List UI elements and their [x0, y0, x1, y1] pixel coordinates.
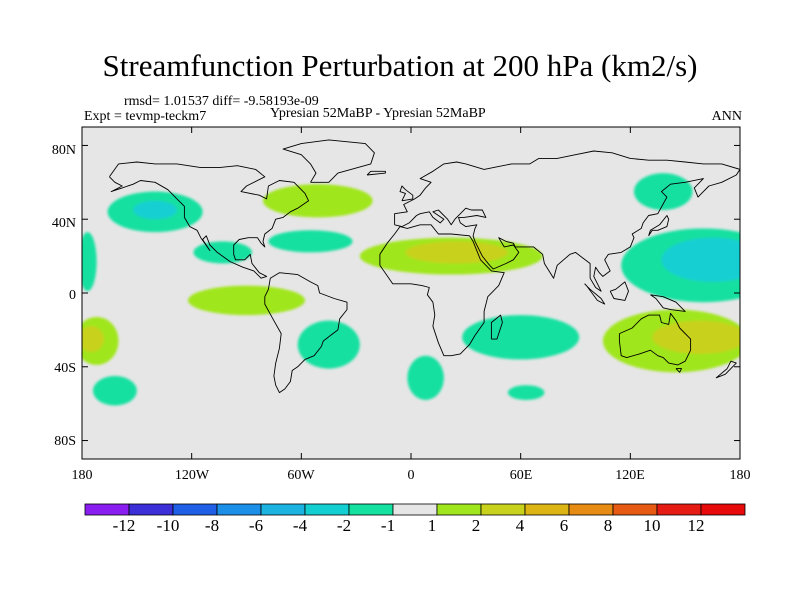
colorbar-label: -6	[248, 516, 264, 535]
negative-anomaly	[82, 232, 97, 292]
colorbar-label: -8	[204, 516, 220, 535]
negative-anomaly	[297, 320, 360, 369]
positive-anomaly	[262, 184, 373, 218]
coastlines	[109, 139, 740, 394]
colorbar-swatch	[524, 503, 570, 516]
coastline	[264, 272, 348, 394]
lat-tick-80s: 80S	[54, 434, 76, 449]
coastline	[584, 283, 606, 305]
colorbar-swatch	[392, 503, 438, 516]
colorbar-swatch	[128, 503, 174, 516]
experiment-label: Expt = tevmp-teckm7	[84, 109, 207, 124]
coastline	[399, 185, 414, 202]
colorbar-swatch	[436, 503, 482, 516]
coastline	[618, 312, 692, 366]
colorbar-label: -12	[112, 516, 136, 535]
lon-tick-60e: 60E	[509, 468, 533, 483]
coastline	[109, 161, 310, 279]
coastline	[366, 170, 386, 176]
coastline	[282, 139, 375, 183]
colorbar-swatch	[304, 503, 350, 516]
colorbar-label: 10	[643, 516, 661, 535]
lon-tick-180e: 180	[729, 468, 751, 483]
colorbar-swatch	[216, 503, 262, 516]
colorbar-label: 4	[515, 516, 525, 535]
negative-anomaly	[633, 173, 693, 210]
colorbar-swatch	[568, 503, 614, 516]
negative-anomaly	[92, 376, 137, 406]
colorbar-swatch	[84, 503, 130, 516]
anomaly-contours	[82, 173, 740, 406]
negative-anomaly	[462, 315, 580, 360]
lat-tick-80n: 80N	[51, 143, 76, 158]
colorbar-label: 2	[471, 516, 481, 535]
coastline	[648, 215, 670, 237]
colorbar-label: -1	[380, 516, 396, 535]
lon-tick-60w: 60W	[287, 468, 315, 483]
negative-anomaly	[407, 355, 444, 400]
comparison-label: Ypresian 52MaBP - Ypresian 52MaBP	[270, 106, 486, 121]
colorbar-label: -2	[336, 516, 352, 535]
colorbar-swatch	[480, 503, 526, 516]
colorbar-swatch	[348, 503, 394, 516]
season-label: ANN	[711, 109, 742, 124]
coastline	[490, 314, 503, 340]
colorbar-swatch	[172, 503, 218, 516]
coastline	[675, 368, 682, 373]
coastline	[379, 224, 505, 357]
coastline	[609, 281, 629, 301]
positive-anomaly	[652, 320, 740, 354]
stats-text: rmsd= 1.01537 diff= -9.58193e-09	[124, 94, 319, 109]
axis-ticks	[81, 127, 741, 459]
coastline	[715, 360, 737, 379]
lon-tick-120w: 120W	[174, 468, 210, 483]
colorbar-label: 1	[427, 516, 437, 535]
colorbar	[84, 503, 746, 516]
map-background	[82, 127, 740, 459]
negative-anomaly	[661, 237, 740, 282]
lon-tick-180w: 180	[71, 468, 93, 483]
lon-tick-120e: 120E	[615, 468, 645, 483]
lat-tick-40n: 40N	[51, 216, 76, 231]
coastline	[650, 294, 686, 312]
colorbar-label: 12	[687, 516, 705, 535]
colorbar-label: -10	[156, 516, 180, 535]
positive-anomaly	[188, 285, 305, 316]
colorbar-swatch	[656, 503, 702, 516]
colorbar-swatch	[612, 503, 658, 516]
plot-title: Streamfunction Perturbation at 200 hPa (…	[102, 48, 698, 83]
negative-anomaly	[268, 230, 353, 253]
negative-anomaly	[133, 200, 178, 220]
colorbar-swatch	[260, 503, 306, 516]
colorbar-label: -4	[292, 516, 308, 535]
positive-anomaly	[405, 241, 508, 264]
colorbar-swatch	[700, 503, 746, 516]
coastline	[394, 150, 740, 292]
lat-tick-40s: 40S	[54, 361, 76, 376]
negative-anomaly	[507, 385, 545, 400]
lon-tick-0: 0	[407, 468, 415, 483]
positive-anomaly	[82, 326, 104, 353]
lat-tick-0: 0	[69, 288, 76, 303]
colorbar-label: 8	[603, 516, 613, 535]
colorbar-label: 6	[559, 516, 569, 535]
negative-anomaly	[193, 241, 252, 264]
